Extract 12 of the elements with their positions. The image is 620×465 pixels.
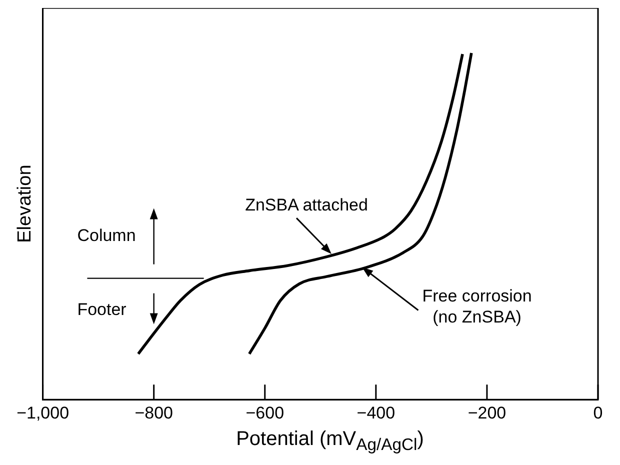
annotation: Footer <box>77 300 127 319</box>
x-tick-label: −800 <box>134 403 173 422</box>
x-axis-title: Potential (mV$_{Ag/AgCl}$) <box>235 428 425 455</box>
x-tick-label: −1,000 <box>16 403 70 422</box>
x-tick-label: 0 <box>593 403 603 422</box>
y-axis-title: Elevation <box>14 164 36 243</box>
x-tick-label: −600 <box>246 403 284 422</box>
annotation: Column <box>77 226 136 245</box>
x-tick-label: −200 <box>468 403 506 422</box>
annotation: ZnSBA attached <box>245 196 368 215</box>
annotation: Free corrosion (no ZnSBA) <box>422 286 532 326</box>
x-tick-label: −400 <box>356 403 396 422</box>
